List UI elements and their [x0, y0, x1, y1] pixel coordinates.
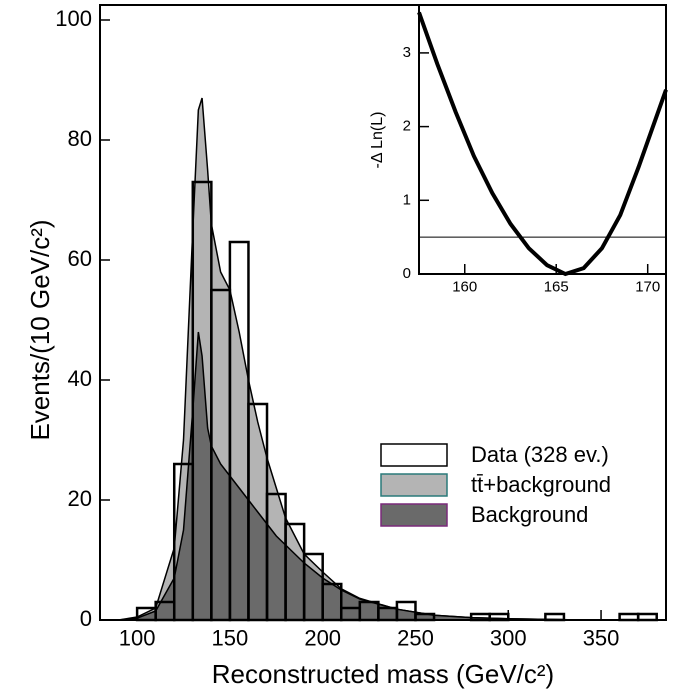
legend-swatch — [380, 503, 448, 527]
y-tick-label: 80 — [68, 126, 92, 151]
y-tick-label: 1 — [403, 191, 411, 208]
y-axis-title: Events/(10 GeV/c²) — [25, 219, 55, 440]
x-tick-label: 300 — [490, 626, 527, 651]
x-tick-label: 160 — [452, 278, 477, 295]
x-tick-label: 250 — [397, 626, 434, 651]
legend-label: tt̄+background — [471, 472, 611, 497]
y-tick-label: 20 — [68, 486, 92, 511]
inset-y-title: -Δ Ln(L) — [369, 112, 386, 169]
plot-frame — [418, 4, 667, 275]
y-tick-label: 40 — [68, 366, 92, 391]
y-tick-label: 0 — [80, 606, 92, 631]
y-tick-label: 2 — [403, 118, 411, 135]
x-tick-label: 100 — [119, 626, 156, 651]
inset-background — [419, 5, 666, 274]
legend-swatch — [380, 473, 448, 497]
y-tick-label: 0 — [403, 265, 411, 282]
x-tick-label: 170 — [635, 278, 660, 295]
x-axis-title: Reconstructed mass (GeV/c²) — [212, 659, 554, 689]
y-tick-label: 100 — [55, 6, 92, 31]
y-tick-label: 60 — [68, 246, 92, 271]
likelihood-curve — [417, 11, 668, 277]
x-tick-label: 165 — [544, 278, 569, 295]
legend-label: Background — [471, 502, 588, 527]
legend-label: Data (328 ev.) — [471, 442, 609, 467]
x-tick-label: 200 — [304, 626, 341, 651]
legend-swatch — [380, 443, 448, 467]
x-tick-label: 150 — [212, 626, 249, 651]
y-tick-label: 3 — [403, 44, 411, 61]
plot-frame — [99, 4, 667, 621]
curve-area — [118, 331, 657, 621]
x-tick-label: 350 — [583, 626, 620, 651]
